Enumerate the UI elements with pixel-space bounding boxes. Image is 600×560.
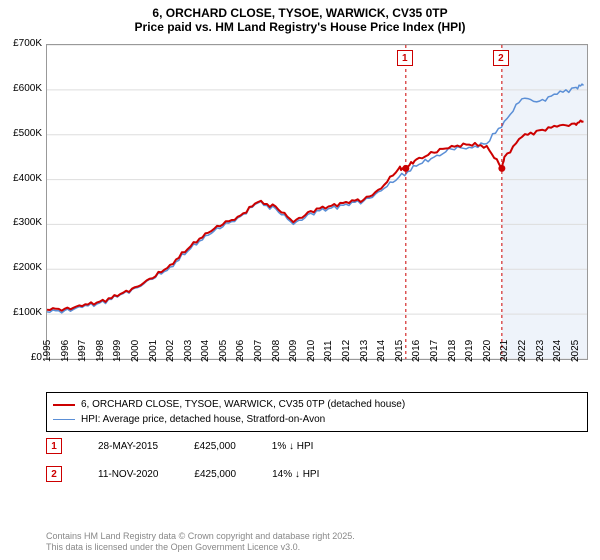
ytick-label: £200K (8, 262, 42, 273)
xtick-label: 2005 (218, 340, 229, 362)
xtick-label: 2010 (306, 340, 317, 362)
ytick-label: £500K (8, 128, 42, 139)
ytick-label: £100K (8, 307, 42, 318)
xtick-label: 1995 (42, 340, 53, 362)
xtick-label: 2002 (165, 340, 176, 362)
legend-label-property: 6, ORCHARD CLOSE, TYSOE, WARWICK, CV35 0… (81, 399, 405, 410)
xtick-label: 2006 (235, 340, 246, 362)
legend-label-hpi: HPI: Average price, detached house, Stra… (81, 414, 325, 425)
xtick-label: 2016 (411, 340, 422, 362)
sale-row-1: 1 28-MAY-2015 £425,000 1% ↓ HPI (46, 432, 588, 460)
ytick-label: £400K (8, 173, 42, 184)
chart-area: £0£100K£200K£300K£400K£500K£600K£700K199… (8, 44, 588, 384)
sale-row-2: 2 11-NOV-2020 £425,000 14% ↓ HPI (46, 460, 588, 488)
footnote: Contains HM Land Registry data © Crown c… (46, 531, 355, 554)
ytick-label: £300K (8, 217, 42, 228)
title-line-1: 6, ORCHARD CLOSE, TYSOE, WARWICK, CV35 0… (0, 6, 600, 20)
sales-table: 1 28-MAY-2015 £425,000 1% ↓ HPI 2 11-NOV… (46, 432, 588, 488)
footnote-line-2: This data is licensed under the Open Gov… (46, 542, 355, 554)
xtick-label: 2004 (200, 340, 211, 362)
xtick-label: 1996 (60, 340, 71, 362)
sale-date-1: 28-MAY-2015 (98, 441, 158, 452)
xtick-label: 2015 (394, 340, 405, 362)
ytick-label: £700K (8, 38, 42, 49)
xtick-label: 2021 (499, 340, 510, 362)
xtick-label: 2017 (429, 340, 440, 362)
xtick-label: 2012 (341, 340, 352, 362)
legend-swatch-property (53, 404, 75, 406)
sale-delta-2: 14% ↓ HPI (272, 469, 319, 480)
xtick-label: 2024 (552, 340, 563, 362)
ytick-label: £0 (8, 352, 42, 363)
xtick-label: 2019 (464, 340, 475, 362)
legend-swatch-hpi (53, 419, 75, 421)
sale-marker-1: 1 (46, 438, 62, 454)
xtick-label: 1999 (112, 340, 123, 362)
legend-item-hpi: HPI: Average price, detached house, Stra… (53, 412, 581, 427)
sale-price-2: £425,000 (194, 469, 236, 480)
xtick-label: 2007 (253, 340, 264, 362)
sale-date-2: 11-NOV-2020 (98, 469, 158, 480)
ytick-label: £600K (8, 83, 42, 94)
xtick-label: 2023 (535, 340, 546, 362)
xtick-label: 2011 (323, 340, 334, 362)
footnote-line-1: Contains HM Land Registry data © Crown c… (46, 531, 355, 543)
xtick-label: 2003 (183, 340, 194, 362)
xtick-label: 2022 (517, 340, 528, 362)
plot-region (46, 44, 588, 360)
plot-svg (47, 45, 587, 359)
xtick-label: 2000 (130, 340, 141, 362)
xtick-label: 2008 (271, 340, 282, 362)
sale-marker-2: 2 (46, 466, 62, 482)
sale-price-1: £425,000 (194, 441, 236, 452)
sale-delta-1: 1% ↓ HPI (272, 441, 314, 452)
xtick-label: 2001 (148, 340, 159, 362)
xtick-label: 2009 (288, 340, 299, 362)
xtick-label: 2013 (359, 340, 370, 362)
xtick-label: 2014 (376, 340, 387, 362)
xtick-label: 1998 (95, 340, 106, 362)
xtick-label: 2020 (482, 340, 493, 362)
title-line-2: Price paid vs. HM Land Registry's House … (0, 20, 600, 34)
xtick-label: 2025 (570, 340, 581, 362)
xtick-label: 2018 (447, 340, 458, 362)
sale-overlay-marker-1: 1 (397, 50, 413, 66)
chart-title-block: 6, ORCHARD CLOSE, TYSOE, WARWICK, CV35 0… (0, 0, 600, 34)
legend: 6, ORCHARD CLOSE, TYSOE, WARWICK, CV35 0… (46, 392, 588, 432)
legend-item-property: 6, ORCHARD CLOSE, TYSOE, WARWICK, CV35 0… (53, 397, 581, 412)
xtick-label: 1997 (77, 340, 88, 362)
sale-overlay-marker-2: 2 (493, 50, 509, 66)
